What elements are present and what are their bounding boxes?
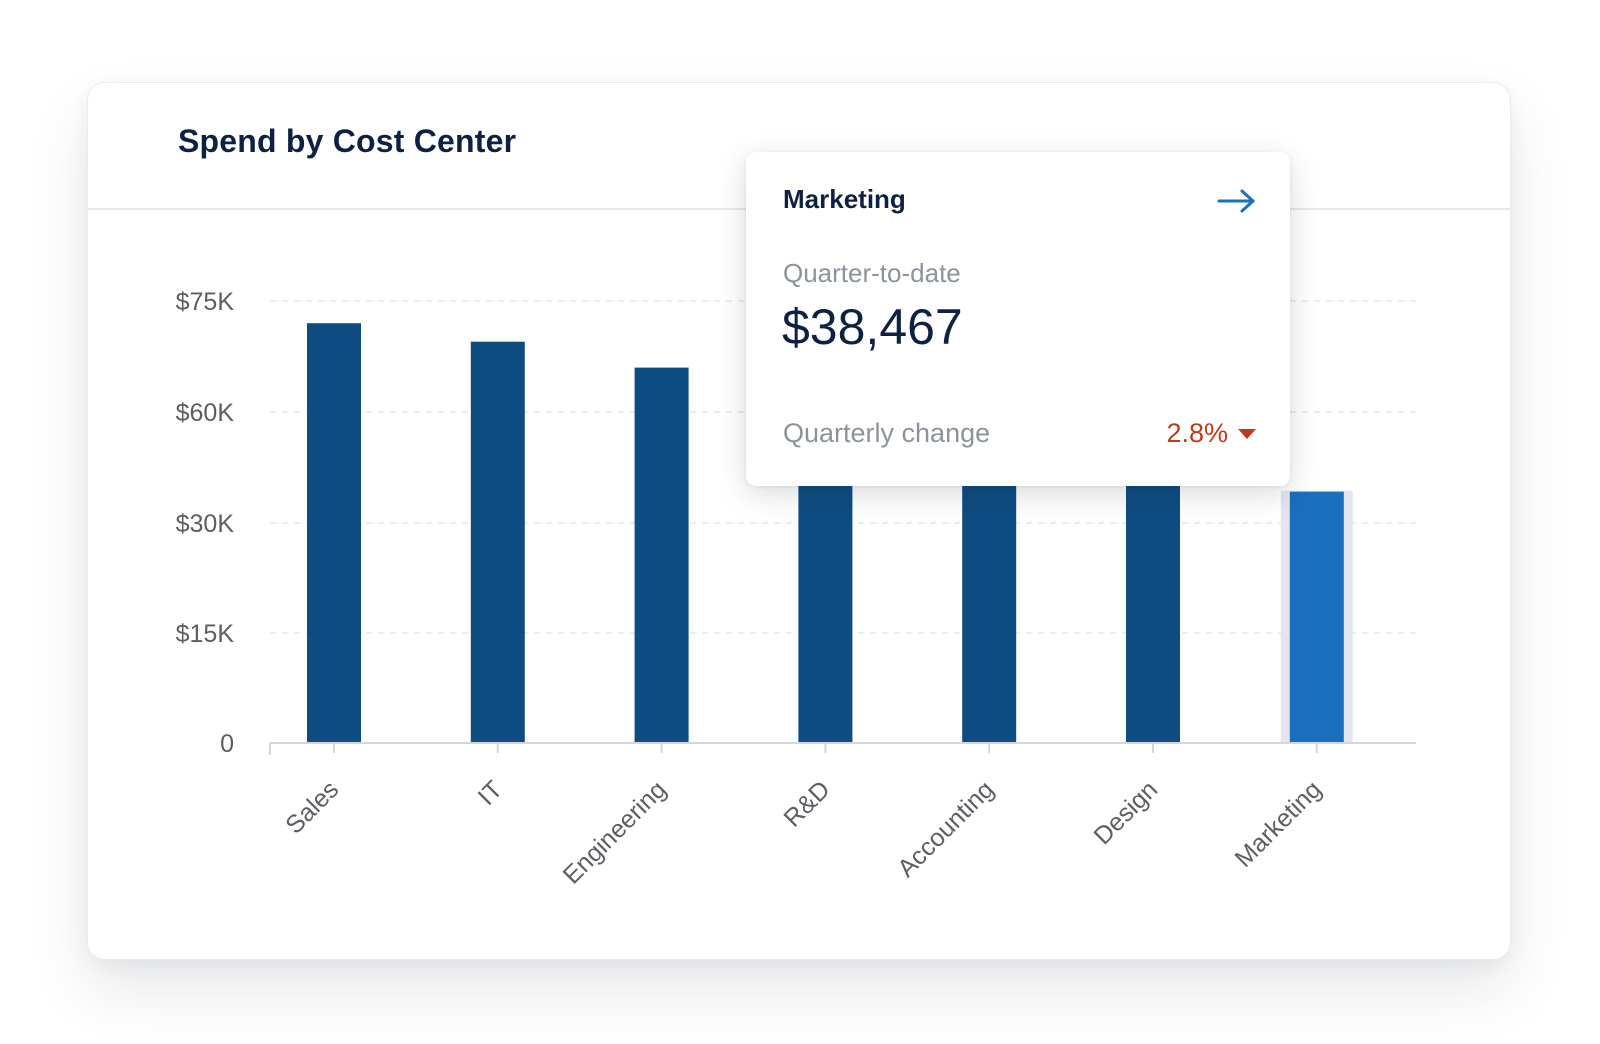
y-tick-label: 0 — [220, 730, 234, 758]
bar-chart: 0 $15K $30K $60K $75K Sales IT Engineering R&D A… — [176, 288, 1416, 890]
bar-accounting[interactable] — [962, 449, 1017, 743]
x-axis — [269, 742, 1416, 755]
y-tick-label: $75K — [176, 288, 235, 316]
x-tick-label: Design — [1088, 775, 1163, 850]
bar-r-d[interactable] — [798, 449, 853, 743]
y-tick-label: $60K — [176, 399, 235, 427]
bar-design[interactable] — [1126, 449, 1180, 743]
bar-engineering[interactable] — [634, 367, 689, 743]
quarter-to-date-label: Quarter-to-date — [783, 258, 961, 288]
bar-it[interactable] — [470, 341, 525, 743]
y-axis-ticks: 0 $15K $30K $60K $75K — [176, 288, 235, 758]
x-tick-label: Marketing — [1230, 775, 1327, 872]
bar-tooltip: Marketing Quarter-to-date $38,467 Quarte… — [746, 152, 1290, 486]
x-tick-label: R&D — [779, 775, 836, 832]
quarterly-change: 2.8% — [1166, 418, 1256, 449]
chart-title: Spend by Cost Center — [178, 123, 517, 159]
y-tick-label: $30K — [176, 510, 235, 538]
x-tick-label: IT — [473, 775, 509, 811]
tooltip-title: Marketing — [783, 184, 906, 214]
x-axis-ticks: Sales IT Engineering R&D Accounting Design Mar… — [280, 743, 1327, 890]
bars — [307, 323, 1344, 743]
bar-sales[interactable] — [307, 323, 361, 743]
arrow-right-icon[interactable] — [1217, 186, 1257, 216]
x-tick-label: Accounting — [892, 775, 999, 882]
x-tick-label: Engineering — [558, 775, 672, 889]
quarterly-change-label: Quarterly change — [783, 418, 991, 448]
bar-marketing[interactable] — [1289, 491, 1344, 743]
quarter-to-date-value: $38,467 — [782, 299, 963, 355]
x-tick-label: Sales — [280, 775, 344, 839]
quarterly-change-value: 2.8% — [1166, 418, 1228, 448]
caret-down-icon — [1238, 428, 1256, 439]
y-tick-label: $15K — [176, 620, 235, 648]
